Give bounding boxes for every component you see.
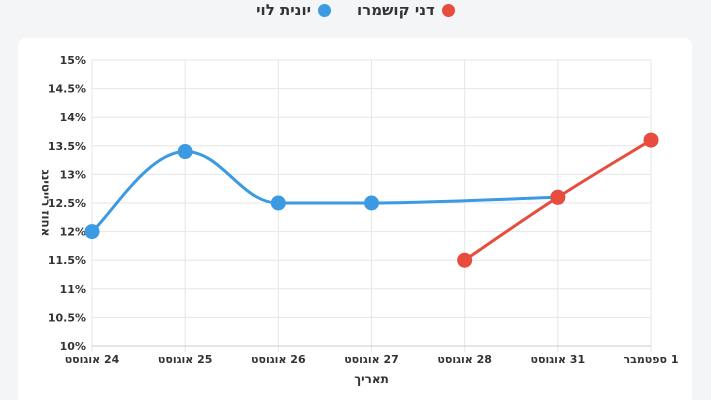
legend-label-series-2: דני קושמרו <box>357 1 435 19</box>
series-1-point[interactable] <box>270 195 286 211</box>
y-tick-label: 14.5% <box>48 83 86 96</box>
series-2-point[interactable] <box>643 132 659 148</box>
x-tick-label: 31 אוגוסט <box>531 353 586 366</box>
x-tick-label: 24 אוגוסט <box>65 353 120 366</box>
y-tick-label: 10% <box>60 340 86 353</box>
series-points <box>84 132 659 268</box>
x-tick-label: 25 אוגוסט <box>158 353 213 366</box>
series-1-point[interactable] <box>364 195 379 211</box>
legend-swatch-series-1 <box>318 3 332 17</box>
legend-item-series-1[interactable]: יונית לוי <box>256 1 332 19</box>
y-tick-label: 12% <box>60 226 86 239</box>
x-tick-label: 1 ספטמבר <box>624 353 679 366</box>
chart-card <box>18 38 692 400</box>
x-tick-label: 26 אוגוסט <box>251 353 306 366</box>
y-axis-ticks: 10% 10.5% 11% 11.5% 12% 12.5% 13% 13.5% 14% 14.5%… <box>48 54 86 353</box>
y-tick-label: 12.5% <box>48 197 86 210</box>
x-axis-title: תאריך <box>354 372 389 386</box>
y-tick-label: 11.5% <box>48 254 86 267</box>
legend-swatch-series-2 <box>441 3 455 17</box>
x-axis-ticks: 24 אוגוסט 25 אוגוסט 26 אוגוסט 27 אוגוסט 28 א… <box>65 353 679 366</box>
x-tick-label: 27 אוגוסט <box>344 353 399 366</box>
series-line-1 <box>90 150 560 234</box>
y-tick-label: 10.5% <box>48 311 86 324</box>
y-tick-label: 11% <box>60 283 86 296</box>
y-tick-label: 14% <box>60 111 86 124</box>
chart-legend: דני קושמרו יונית לוי <box>0 0 711 20</box>
y-axis-title: אחוז רייטינג <box>39 170 53 237</box>
legend-label-series-1: יונית לוי <box>256 1 312 19</box>
series-1-point[interactable] <box>84 224 100 240</box>
chart-grid <box>91 59 652 352</box>
y-tick-label: 15% <box>60 54 86 67</box>
series-2-point[interactable] <box>457 252 473 268</box>
series-2-point[interactable] <box>550 189 566 205</box>
series-1-point[interactable] <box>177 144 193 160</box>
y-tick-label: 13.5% <box>48 140 86 153</box>
y-tick-label: 13% <box>60 168 86 181</box>
legend-item-series-2[interactable]: דני קושמרו <box>357 1 455 19</box>
x-tick-label: 28 אוגוסט <box>437 353 492 366</box>
